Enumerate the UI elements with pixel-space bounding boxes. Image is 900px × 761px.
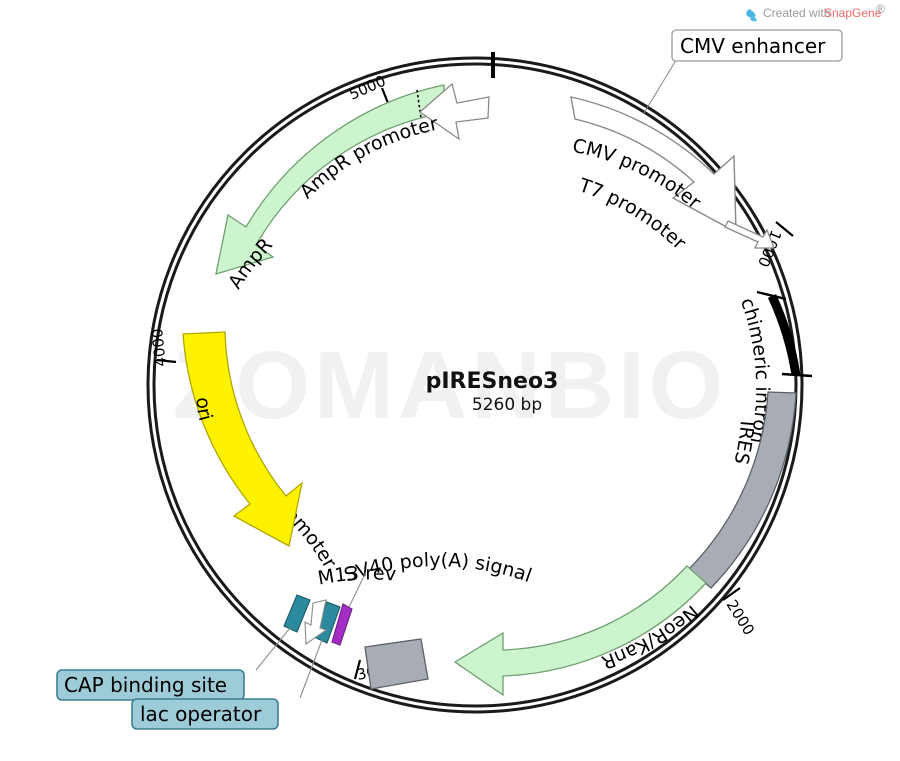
cap-binding-site-label: CAP binding site [64, 673, 227, 697]
m13-rev-leader [348, 571, 367, 608]
cmv-enhancer-callout-box[interactable] [671, 29, 843, 62]
cmv-promoter-arrow[interactable] [570, 96, 737, 234]
chimeric-intron-cap-top [756, 290, 787, 301]
cmv-enhancer-label: CMV enhancer [680, 34, 826, 58]
lac-promoter-arrow[interactable] [304, 599, 328, 646]
tick-label-4000: 4000 [148, 328, 170, 368]
callout-lac-operator[interactable]: lac operator [131, 698, 279, 730]
plasmid-name: pIRESneo3 [426, 369, 559, 394]
t7-promoter-arrow[interactable] [724, 220, 775, 249]
snapgene-credit-prefix: Created with [763, 6, 830, 20]
snapgene-logo-icon [746, 9, 757, 22]
cap-binding-site-leader [255, 627, 291, 671]
lac-operator-leader [299, 639, 323, 699]
chimeric-intron-cap-bottom [781, 372, 813, 378]
tick-label-2000: 2000 [723, 597, 759, 639]
feature-ampr[interactable]: AmpR [215, 84, 445, 293]
lac-operator-label: lac operator [140, 702, 262, 726]
plasmid-backbone [146, 56, 804, 714]
chimeric-intron-bar[interactable] [767, 294, 801, 376]
snapgene-credit: Created with SnapGene ® [746, 2, 885, 22]
ampr-promoter-arrow[interactable] [418, 82, 490, 141]
feature-cmv-enhancer[interactable]: CMV enhancer [643, 29, 843, 114]
feature-ori[interactable]: ori [182, 331, 304, 547]
cmv-enhancer-leader [643, 51, 682, 114]
m13-rev-primer[interactable] [331, 603, 353, 646]
cap-binding-site-block[interactable] [283, 594, 311, 633]
ori-arrow[interactable] [182, 331, 304, 547]
feature-neor-kanr[interactable]: NeoR/KanR [453, 565, 707, 697]
feature-cap-binding-site[interactable] [255, 594, 311, 671]
lac-operator-callout-box[interactable] [131, 698, 279, 730]
snapgene-credit-brand: SnapGene [824, 6, 882, 20]
callout-cap-binding-site[interactable]: CAP binding site [56, 669, 245, 701]
background-watermark: ZOMANBIO [173, 332, 728, 439]
sv40-polya-block[interactable] [364, 638, 429, 690]
ampr-arrow[interactable] [215, 84, 445, 275]
ires-label: IRES [729, 420, 757, 466]
snapgene-credit-tm: ® [876, 2, 885, 16]
plasmid-size: 5260 bp [472, 395, 542, 415]
neor-kanr-arrow[interactable] [453, 565, 707, 697]
